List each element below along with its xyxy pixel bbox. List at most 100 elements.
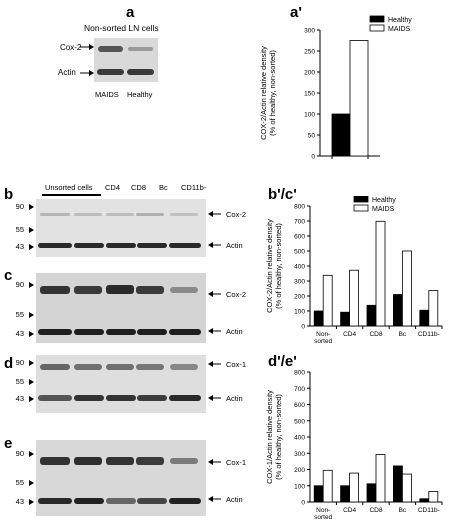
x-tick-label: Bc [399,507,407,514]
x-tick-label: CD11b- [418,331,440,338]
bar-healthy [331,113,351,157]
blot-a-lane-healthy: Healthy [127,90,153,99]
y-axis-label: COX-1/Actin relative density [265,390,274,484]
marker-pointer [29,451,34,457]
lane-unsorted-underline [42,194,101,196]
blot-d-row-2: Actin [226,394,243,403]
y-axis-label: COX-2/Actin relative density [259,46,268,140]
y-axis-label: (% of healthy, non-sorted) [274,394,283,480]
blot-c-row-2: Actin [226,327,243,336]
chart-bc-prime: 0 100 200 300 400 500 600 700 800 COX-2/Actin rel… [265,196,443,345]
legend-swatch-maids [369,24,385,32]
panel-label-bc-prime: b'/c' [268,186,297,203]
bar-healthy [392,294,403,327]
x-tick-label: CD4 [343,507,356,514]
bar-maids [428,491,439,503]
blot-b-marker-43: 43 [15,242,24,251]
y-tick-label: 500 [294,249,305,256]
legend-swatch-maids [353,204,369,212]
legend-label-healthy: Healthy [388,17,412,24]
chart-a-prime: 0 50 100 150 200 250 300 COX-2/Actin relative d… [259,15,412,161]
y-tick-label: 800 [294,370,305,377]
y-tick-label: 150 [304,91,315,98]
x-tick-label: CD4 [343,331,356,338]
y-axis-label: (% of healthy, non-sorted) [268,50,277,136]
y-tick-label: 200 [304,70,315,77]
bar-healthy [392,465,403,503]
panel-label-c: c [4,267,13,284]
bar-maids [349,472,359,503]
x-tick-label: sorted [314,514,332,521]
blot-d-row-1: Cox-1 [226,360,247,369]
panel-label-a: a [126,4,135,21]
x-tick-label: sorted [314,338,332,345]
y-tick-label: 700 [294,219,305,226]
blot-e-arrows [208,459,221,502]
panel-label-b: b [4,186,14,203]
blot-d-marker-43: 43 [15,394,24,403]
marker-pointer [29,282,34,288]
blot-d-marker-55: 55 [15,377,24,386]
blot-c-marker-43: 43 [15,329,24,338]
blot-a-image [94,38,158,82]
blot-a-row-actin: Actin [58,68,76,77]
y-tick-label: 250 [304,49,315,56]
bar-maids [349,269,359,327]
y-axis-label: COX-2/Actin relative density [265,219,274,313]
y-axis-label: (% of healthy, non-sorted) [274,223,283,309]
blot-b-marker-90: 90 [15,202,24,211]
y-tick-label: 800 [294,204,305,211]
marker-pointer [29,312,34,318]
bar-maids [428,290,439,327]
marker-pointer [29,331,34,337]
blot-e-marker-55: 55 [15,478,24,487]
panel-label-a-prime: a' [290,4,302,21]
bar-maids [349,40,369,157]
lane-cd8: CD8 [131,183,147,192]
bar-healthy [313,485,324,503]
blot-b-arrows [208,211,221,248]
blot-e-row-2: Actin [226,495,243,504]
blot-d-image [36,355,206,413]
panel-label-e: e [4,435,13,452]
marker-pointer [29,204,34,210]
y-tick-label: 0 [311,154,315,161]
bar-maids [322,274,333,327]
x-tick-label: CD11b- [418,507,440,514]
blot-d-arrows [208,361,221,401]
x-tick-label: CD8 [369,331,382,338]
blot-c-image [36,273,206,343]
bar-healthy [340,485,350,503]
y-tick-label: 100 [294,483,305,490]
y-tick-label: 600 [294,402,305,409]
blot-e-marker-90: 90 [15,449,24,458]
y-tick-label: 100 [304,112,315,119]
bar-maids [322,469,333,503]
blot-a-lane-maids: MAIDS [95,90,119,99]
bar-healthy [366,304,377,327]
y-tick-label: 500 [294,418,305,425]
y-tick-label: 50 [308,133,316,140]
legend-swatch-healthy [369,15,385,23]
marker-pointer [29,360,34,366]
panel-label-d: d [4,355,14,372]
blot-c-marker-90: 90 [15,280,24,289]
x-tick-label: Non- [316,331,330,338]
lane-cd4: CD4 [105,183,121,192]
y-tick-label: 700 [294,386,305,393]
y-tick-label: 200 [294,467,305,474]
bar-maids [375,220,386,327]
lane-unsorted: Unsorted cells [45,183,93,192]
bar-healthy [313,310,324,327]
marker-pointer [29,379,34,385]
bar-healthy [366,483,377,503]
x-tick-label: Non- [316,507,330,514]
blot-a-row-cox2: Cox-2 [60,43,82,52]
blot-e-row-1: Cox-1 [226,458,247,467]
y-tick-label: 600 [294,234,305,241]
marker-pointer [29,244,34,250]
bar-maids [401,250,412,327]
y-tick-label: 300 [304,28,315,35]
marker-pointer [29,480,34,486]
blot-e-marker-43: 43 [15,497,24,506]
